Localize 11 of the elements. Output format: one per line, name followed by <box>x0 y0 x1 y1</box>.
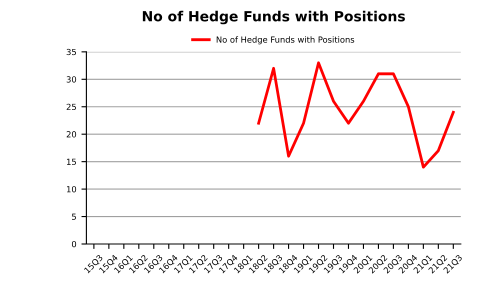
y-tick-label: 25 <box>66 104 76 110</box>
y-tick-label: 35 <box>66 48 76 56</box>
y-tick-label: 5 <box>72 214 76 220</box>
chart-title: No of Hedge Funds with Positions <box>142 10 405 24</box>
y-tick-label: 15 <box>66 158 76 165</box>
legend-label: No of Hedge Funds with Positions <box>216 36 354 44</box>
y-tick-label: 10 <box>66 186 76 192</box>
line-series <box>257 61 455 169</box>
y-tick-label: 0 <box>72 240 76 248</box>
y-tick-label: 20 <box>66 131 76 138</box>
y-tick-label: 30 <box>66 76 76 83</box>
